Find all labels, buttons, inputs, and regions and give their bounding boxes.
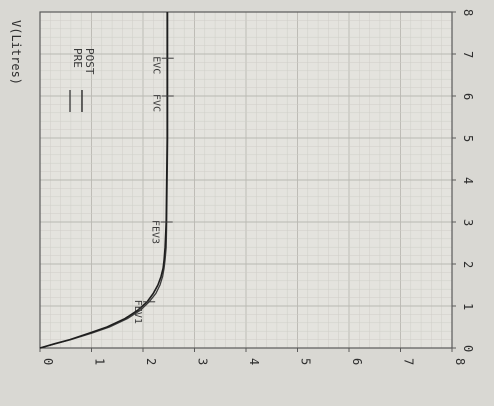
y-tick-label: 5: [299, 358, 313, 365]
annotations: FEV1 FEV3 FVC EVC: [132, 56, 174, 324]
x-tick-label: 6: [461, 93, 475, 100]
annotation-fev3: FEV3: [150, 220, 161, 244]
series-line-post: [39, 12, 168, 349]
x-tick-label: 1: [461, 303, 475, 310]
legend-label-post: POST: [83, 48, 96, 75]
x-tick-label: 7: [461, 51, 475, 58]
annotation-evc: EVC: [151, 56, 162, 74]
y-tick-label: 1: [93, 358, 107, 365]
y-tick-label: 3: [196, 358, 210, 365]
tick-labels: 0 1 2 3 4 5 6 7 8 0 1 2 3 4 5 6 7 8: [41, 9, 475, 365]
grid: [39, 11, 453, 349]
annotation-fvc: FVC: [151, 94, 162, 112]
legend: PRE POST: [69, 48, 96, 112]
axes: [39, 11, 456, 352]
x-tick-label: 5: [461, 135, 475, 142]
y-tick-label: 7: [402, 358, 416, 365]
y-tick-label: 6: [350, 358, 364, 365]
series-lines: [39, 12, 169, 349]
y-tick-label: 4: [247, 358, 261, 365]
y-axis-title: V(Litres): [9, 20, 23, 85]
x-tick-label: 0: [461, 345, 475, 352]
legend-label-pre: PRE: [71, 48, 84, 68]
x-tick-label: 2: [461, 261, 475, 268]
y-tick-label: 2: [144, 358, 158, 365]
x-tick-label: 4: [461, 177, 475, 184]
annotation-fev1: FEV1: [132, 300, 143, 324]
x-tick-label: 3: [461, 219, 475, 226]
y-tick-label: 8: [453, 358, 467, 365]
x-tick-label: 8: [461, 9, 475, 16]
y-tick-label: 0: [41, 358, 55, 365]
